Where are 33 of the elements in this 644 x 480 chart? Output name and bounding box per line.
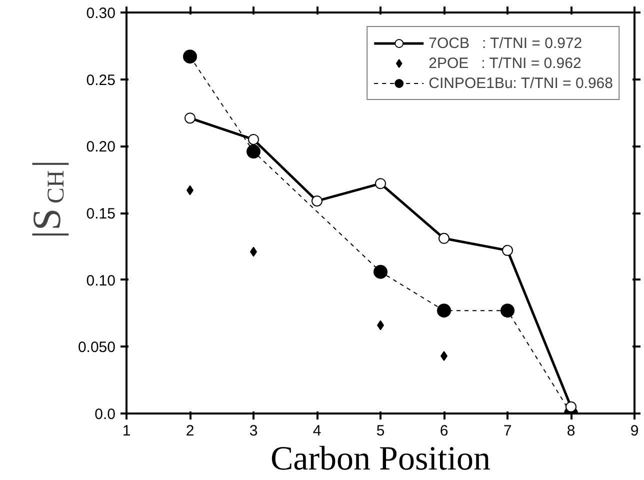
point: [438, 232, 450, 244]
y-tick-label: 0.10: [86, 272, 116, 290]
x-tick-label: 7: [503, 422, 512, 440]
point: [437, 304, 451, 318]
x-tick-label: 1: [122, 422, 131, 440]
x-tick-label: 2: [186, 422, 194, 440]
y-axis-title: |SCH|: [24, 160, 70, 238]
legend-label: 7OCB : T/TNI = 0.972: [428, 34, 582, 52]
legend-label: CINPOE1Bu: T/TNI = 0.968: [428, 74, 613, 92]
point: [184, 112, 196, 124]
point: [502, 244, 513, 256]
point: [375, 178, 386, 190]
y-tick-label: 0.15: [86, 206, 116, 222]
legend-label: 2POE : T/TNI = 0.962: [428, 54, 582, 72]
x-tick-label: 8: [566, 422, 576, 440]
point: [566, 401, 576, 412]
x-tick-label: 9: [630, 422, 639, 440]
y-tick-label: 0.20: [86, 138, 116, 156]
point: [500, 304, 514, 318]
y-tick-label: 0.30: [86, 5, 116, 22]
y-tick-label: 0.25: [86, 72, 116, 89]
point: [246, 144, 260, 158]
point: [248, 134, 259, 145]
x-tick-label: 5: [376, 422, 385, 440]
y-tick-label: 0.050: [78, 339, 116, 356]
point: [183, 50, 197, 64]
x-axis-title: Carbon Position: [270, 440, 491, 478]
x-tick-label: 3: [249, 422, 258, 440]
x-tick-label: 6: [440, 422, 448, 440]
y-tick-label: 0.0: [94, 406, 116, 423]
point: [312, 195, 322, 206]
x-tick-label: 4: [312, 422, 322, 440]
point: [374, 264, 388, 279]
